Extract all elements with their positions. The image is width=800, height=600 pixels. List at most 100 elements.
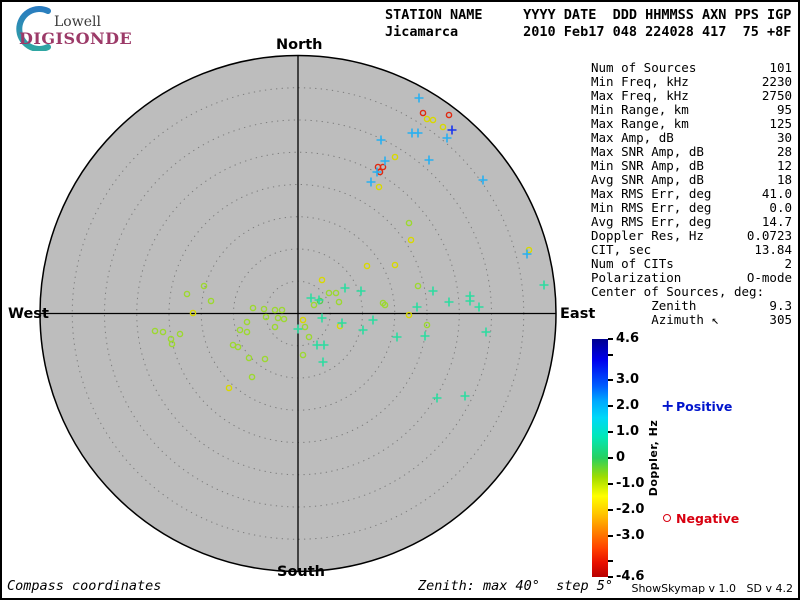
stat-label: Min Freq, kHz [591, 74, 689, 89]
colorbar: 4.6 3.0 2.0 1.0 0 -1.0 -2.0 -3.0 -4.6 [592, 331, 662, 584]
source-negative-marker [207, 297, 215, 305]
source-negative-marker [335, 298, 343, 306]
source-negative-marker [405, 219, 413, 227]
source-positive-marker [380, 156, 390, 166]
legend-positive-label: Positive [676, 399, 733, 414]
stat-label: Max Amp, dB [591, 130, 674, 145]
stat-value: 30 [776, 130, 792, 145]
source-positive-marker [432, 393, 442, 403]
source-negative-marker [151, 327, 159, 335]
stat-label: Azimuth ↖ [591, 312, 719, 327]
stat-value: 0.0 [769, 200, 792, 215]
colorbar-gradient [592, 339, 608, 577]
stat-row: Azimuth ↖ 305 [591, 313, 792, 327]
stat-label: Num of CITs [591, 256, 674, 271]
compass-label-north: North [276, 37, 323, 53]
stat-value: 18 [776, 172, 792, 187]
stat-row: Min RMS Err, deg 0.0 [591, 201, 792, 215]
colorbar-tick [608, 353, 613, 356]
source-negative-marker [316, 297, 324, 305]
source-negative-marker [245, 354, 253, 362]
source-negative-marker [236, 326, 244, 334]
colorbar-tick-label: -4.6 [616, 569, 645, 585]
source-positive-marker [539, 280, 549, 290]
stat-label: Min SNR Amp, dB [591, 158, 704, 173]
source-positive-marker [358, 325, 368, 335]
source-negative-marker [271, 306, 279, 314]
colorbar-tick-label: 3.0 [616, 372, 640, 388]
colorbar-tick [608, 482, 613, 485]
colorbar-tick-label: 0 [616, 450, 626, 466]
source-positive-marker [460, 391, 470, 401]
source-negative-marker [234, 343, 242, 351]
stat-label: CIT, sec [591, 242, 652, 257]
source-negative-marker [375, 183, 383, 191]
source-positive-marker [356, 286, 366, 296]
source-negative-marker [183, 290, 191, 298]
stat-value: 13.84 [754, 242, 792, 257]
source-positive-marker [372, 167, 382, 177]
source-positive-marker [317, 313, 327, 323]
source-negative-marker [200, 282, 208, 290]
stat-row: Max SNR Amp, dB 28 [591, 145, 792, 159]
source-negative-marker [318, 276, 326, 284]
stat-label: Max Range, km [591, 116, 689, 131]
stats-panel: Num of Sources 101 Min Freq, kHz 2230 Max Fr… [591, 61, 792, 327]
stat-value: 0.0723 [746, 228, 792, 243]
stat-label: Max Freq, kHz [591, 88, 689, 103]
source-positive-marker [481, 327, 491, 337]
source-positive-marker [318, 357, 328, 367]
source-negative-marker [278, 306, 286, 314]
source-positive-marker [420, 331, 430, 341]
stat-label: Polarization [591, 270, 682, 285]
colorbar-axis-label: Doppler, Hz [647, 419, 660, 497]
stat-row: Doppler Res, Hz 0.0723 [591, 229, 792, 243]
source-negative-marker [301, 323, 309, 331]
footer-coordinates-note: Compass coordinates [7, 578, 162, 594]
stat-label: Center of Sources, deg: [591, 284, 765, 299]
source-positive-marker [412, 302, 422, 312]
colorbar-tick-label: 2.0 [616, 398, 640, 414]
stat-label: Doppler Res, Hz [591, 228, 704, 243]
source-negative-marker [248, 373, 256, 381]
stat-row: Center of Sources, deg: [591, 285, 792, 299]
source-positive-marker [424, 155, 434, 165]
stat-value: 41.0 [761, 186, 792, 201]
stat-value: 12 [776, 158, 792, 173]
colorbar-tick [608, 508, 613, 511]
source-positive-marker [340, 283, 350, 293]
source-positive-marker [447, 125, 457, 135]
source-negative-marker [260, 305, 268, 313]
source-negative-marker [299, 351, 307, 359]
source-positive-marker [368, 315, 378, 325]
source-negative-marker [381, 301, 389, 309]
source-negative-marker [429, 116, 437, 124]
stat-row: CIT, sec 13.84 [591, 243, 792, 257]
source-negative-marker [262, 313, 270, 321]
source-negative-marker [419, 109, 427, 117]
source-negative-marker [274, 314, 282, 322]
source-negative-marker [405, 311, 413, 319]
colorbar-tick-label: 4.6 [616, 331, 640, 347]
source-negative-marker [391, 153, 399, 161]
colorbar-tick [608, 534, 613, 537]
source-negative-marker [280, 315, 288, 323]
source-negative-marker [225, 384, 233, 392]
stat-value: 14.7 [761, 214, 792, 229]
stat-value: 2230 [761, 74, 792, 89]
source-positive-marker [314, 295, 324, 305]
source-negative-marker [176, 330, 184, 338]
compass-label-south: South [277, 564, 325, 580]
stat-row: Num of CITs 2 [591, 257, 792, 271]
source-positive-marker [444, 297, 454, 307]
stat-value: 2750 [761, 88, 792, 103]
source-negative-marker [423, 321, 431, 329]
source-negative-marker [363, 262, 371, 270]
logo-text-digisonde: DIGISONDE [19, 29, 133, 48]
source-positive-marker [474, 302, 484, 312]
source-positive-marker [376, 135, 386, 145]
footer-zenith-note: Zenith: max 40° step 5° [418, 578, 614, 594]
source-negative-marker [332, 289, 340, 297]
source-negative-marker [445, 111, 453, 119]
